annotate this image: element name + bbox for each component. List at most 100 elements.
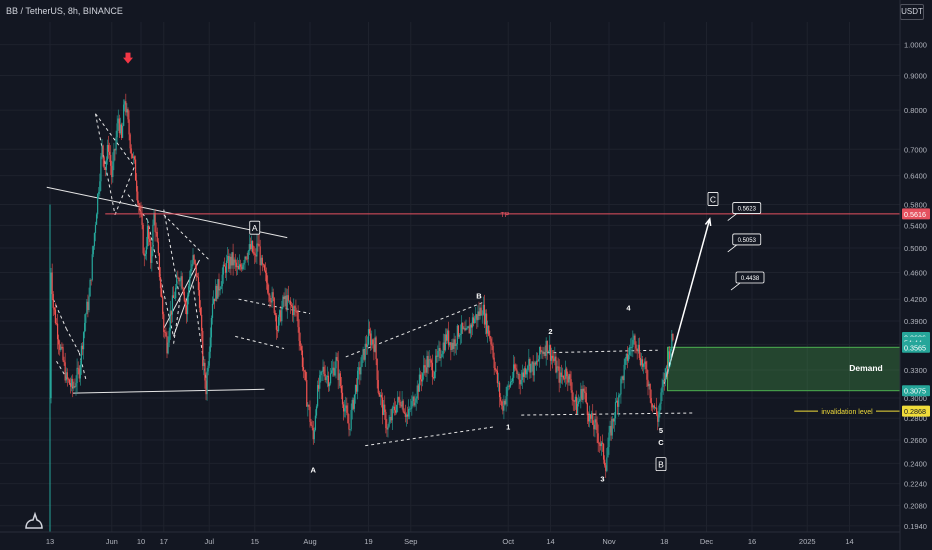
price-axis-tag — [902, 341, 930, 353]
candle-body — [320, 371, 322, 376]
candle-body — [274, 312, 276, 316]
candle-body — [268, 292, 270, 296]
target-callout-box — [732, 233, 762, 246]
price-axis[interactable]: 1.0000 0.9000 0.8000 0.7000 0.6400 0.5800 0.54… — [899, 0, 930, 550]
candle-body — [391, 407, 393, 421]
candle-body — [99, 181, 101, 192]
candle-body — [93, 232, 96, 247]
candle-body — [282, 296, 284, 308]
candle-body — [509, 381, 512, 387]
grid — [0, 22, 900, 532]
candle-body — [608, 432, 610, 448]
y-tick-label: 0.3300 — [904, 366, 927, 375]
candle-body — [318, 385, 320, 389]
candle-body — [429, 359, 431, 361]
candle-body — [276, 329, 279, 332]
candle-body — [244, 256, 246, 263]
candle-body — [81, 345, 84, 350]
candle-body — [195, 263, 197, 277]
candle-body — [74, 386, 76, 387]
candle-body — [593, 424, 595, 430]
candle-body — [385, 412, 387, 429]
candle-body — [342, 404, 345, 412]
candle-body — [453, 339, 455, 349]
candle-body — [517, 373, 519, 375]
candle-body — [458, 334, 461, 337]
candle-body — [400, 405, 402, 407]
candle-body — [125, 101, 127, 113]
candle-body — [455, 343, 457, 346]
candle-body — [420, 379, 423, 382]
candle-body — [536, 360, 539, 362]
candle-body — [366, 344, 369, 348]
candle-body — [544, 351, 546, 356]
candle-body — [497, 382, 500, 384]
candle-body — [398, 397, 400, 400]
candle-body — [58, 339, 60, 345]
candle-body — [236, 266, 239, 268]
candle-body — [66, 372, 68, 379]
candle-body — [533, 362, 535, 376]
candle-body — [618, 395, 620, 407]
time-axis[interactable]: 13 Jun 10 17 Jul 15 Aug 19 Sep Oct 14 Nov 18 Dec 16 202… — [0, 531, 900, 546]
candle-body — [365, 343, 367, 348]
candle-body — [487, 325, 489, 334]
candle-body — [360, 366, 362, 375]
wave-label: A — [311, 466, 317, 475]
candle-body — [65, 372, 67, 381]
candle-body — [638, 344, 640, 358]
candle-body — [137, 191, 139, 203]
candle-body — [319, 375, 321, 389]
candle-body — [224, 266, 227, 273]
price-axis-tag — [902, 405, 930, 417]
tradingview-logo-icon — [25, 511, 43, 529]
candle-body — [350, 410, 352, 430]
candle-body — [511, 377, 514, 382]
candle-body — [175, 287, 177, 298]
candle-body — [611, 418, 613, 436]
candle-body — [576, 403, 579, 414]
y-tick-label: 0.2400 — [904, 459, 927, 468]
candle-body — [191, 264, 193, 269]
y-tick-label: 0.2080 — [904, 501, 927, 510]
candle-body — [249, 244, 252, 249]
projection-arrow-head — [704, 217, 712, 227]
candle-body — [269, 295, 271, 302]
candle-body — [530, 364, 532, 373]
pattern-drawings — [46, 52, 712, 447]
candle-body — [270, 301, 272, 303]
candle-body — [216, 285, 218, 299]
candle-body — [374, 337, 376, 352]
candle-body — [312, 427, 314, 440]
candle-body — [539, 346, 541, 360]
candle-body — [51, 272, 53, 295]
candle-body — [480, 307, 482, 316]
price-axis-tag-label: 0.3075 — [904, 387, 926, 396]
candle-body — [196, 276, 198, 278]
candle-body — [625, 353, 627, 359]
candle-body — [621, 376, 623, 379]
candle-body — [154, 212, 156, 232]
candle-body — [596, 422, 598, 434]
candle-body — [119, 124, 122, 134]
x-tick-label: 2025 — [799, 537, 816, 546]
candle-body — [185, 305, 188, 315]
candle-body — [464, 328, 466, 331]
candle-body — [545, 340, 547, 356]
candle-body — [285, 295, 287, 309]
candle-body — [384, 404, 386, 413]
candle-body — [574, 396, 577, 402]
target-callout-pointer — [730, 282, 741, 291]
candle-body — [124, 101, 126, 105]
candle-body — [445, 334, 448, 341]
candle-body — [180, 276, 182, 281]
candle-body — [212, 298, 215, 304]
candle-body — [314, 415, 317, 430]
candle-body — [136, 180, 138, 192]
candle-body — [626, 353, 629, 361]
candle-body — [440, 356, 442, 359]
candle-body — [359, 367, 361, 375]
wave-label: 4 — [626, 304, 631, 313]
projection-arrow — [663, 218, 711, 384]
